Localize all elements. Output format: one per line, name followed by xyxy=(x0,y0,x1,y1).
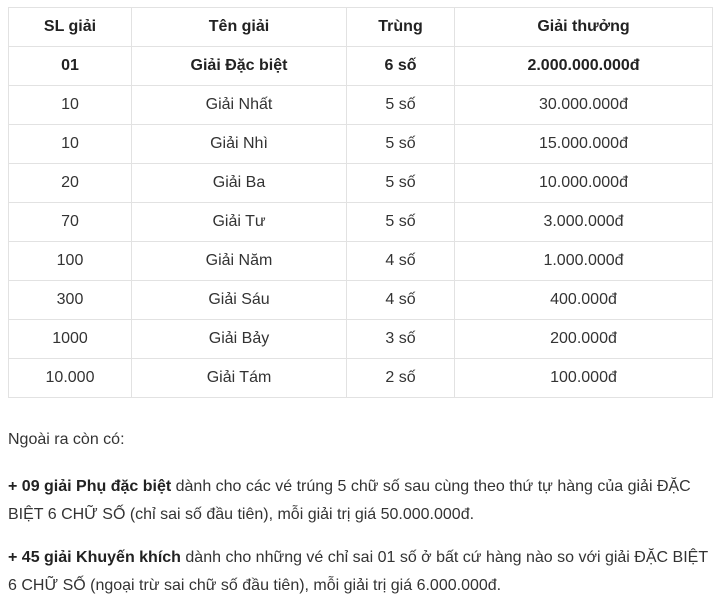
cell-prize-value: 200.000đ xyxy=(454,319,713,359)
cell-prize-name: Giải Nhì xyxy=(131,124,347,164)
cell-match: 6 số xyxy=(346,46,455,86)
cell-match: 3 số xyxy=(346,319,455,359)
table-row: 1000 Giải Bảy 3 số 200.000đ xyxy=(8,319,713,359)
cell-quantity: 10 xyxy=(8,124,132,164)
note-item-2-text: dành cho những vé chỉ sai 01 số ở bất cứ… xyxy=(8,549,708,594)
cell-match: 4 số xyxy=(346,280,455,320)
cell-quantity: 01 xyxy=(8,46,132,86)
header-prize-name: Tên giải xyxy=(131,7,347,47)
header-prize-value: Giải thưởng xyxy=(454,7,713,47)
note-item-2-title: + 45 giải Khuyến khích xyxy=(8,549,181,566)
cell-quantity: 10.000 xyxy=(8,358,132,398)
table-row: 300 Giải Sáu 4 số 400.000đ xyxy=(8,280,713,320)
table-header-row: SL giải Tên giải Trùng Giải thưởng xyxy=(8,7,713,47)
cell-match: 5 số xyxy=(346,124,455,164)
header-match: Trùng xyxy=(346,7,455,47)
cell-prize-name: Giải Tư xyxy=(131,202,347,242)
cell-prize-value: 400.000đ xyxy=(454,280,713,320)
table-row: 10 Giải Nhất 5 số 30.000.000đ xyxy=(8,85,713,125)
cell-prize-value: 100.000đ xyxy=(454,358,713,398)
cell-prize-name: Giải Tám xyxy=(131,358,347,398)
cell-quantity: 100 xyxy=(8,241,132,281)
prize-table: SL giải Tên giải Trùng Giải thưởng 01 Giả… xyxy=(8,7,713,398)
cell-prize-value: 10.000.000đ xyxy=(454,163,713,203)
cell-quantity: 10 xyxy=(8,85,132,125)
cell-prize-value: 2.000.000.000đ xyxy=(454,46,713,86)
notes-intro: Ngoài ra còn có: xyxy=(8,431,125,448)
cell-prize-value: 15.000.000đ xyxy=(454,124,713,164)
table-row: 70 Giải Tư 5 số 3.000.000đ xyxy=(8,202,713,242)
cell-match: 2 số xyxy=(346,358,455,398)
table-row: 10 Giải Nhì 5 số 15.000.000đ xyxy=(8,124,713,164)
cell-prize-name: Giải Sáu xyxy=(131,280,347,320)
note-item-1-title: + 09 giải Phụ đặc biệt xyxy=(8,478,172,495)
cell-quantity: 70 xyxy=(8,202,132,242)
cell-prize-name: Giải Ba xyxy=(131,163,347,203)
cell-prize-name: Giải Nhất xyxy=(131,85,347,125)
note-item-2: + 45 giải Khuyến khích dành cho những vé… xyxy=(8,544,718,600)
note-item-1: + 09 giải Phụ đặc biệt dành cho các vé t… xyxy=(8,473,718,529)
table-row: 10.000 Giải Tám 2 số 100.000đ xyxy=(8,358,713,398)
cell-quantity: 1000 xyxy=(8,319,132,359)
cell-prize-name: Giải Đặc biệt xyxy=(131,46,347,86)
cell-quantity: 300 xyxy=(8,280,132,320)
table-row: 100 Giải Năm 4 số 1.000.000đ xyxy=(8,241,713,281)
table-row: 20 Giải Ba 5 số 10.000.000đ xyxy=(8,163,713,203)
cell-prize-name: Giải Bảy xyxy=(131,319,347,359)
header-quantity: SL giải xyxy=(8,7,132,47)
cell-match: 5 số xyxy=(346,163,455,203)
cell-match: 5 số xyxy=(346,85,455,125)
cell-prize-value: 1.000.000đ xyxy=(454,241,713,281)
cell-prize-value: 30.000.000đ xyxy=(454,85,713,125)
cell-match: 5 số xyxy=(346,202,455,242)
cell-quantity: 20 xyxy=(8,163,132,203)
table-row: 01 Giải Đặc biệt 6 số 2.000.000.000đ xyxy=(8,46,713,86)
cell-match: 4 số xyxy=(346,241,455,281)
cell-prize-value: 3.000.000đ xyxy=(454,202,713,242)
note-item-1-text: dành cho các vé trúng 5 chữ số sau cùng … xyxy=(8,478,691,523)
cell-prize-name: Giải Năm xyxy=(131,241,347,281)
